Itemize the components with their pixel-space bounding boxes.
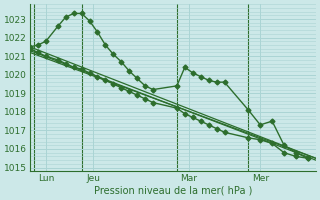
X-axis label: Pression niveau de la mer( hPa ): Pression niveau de la mer( hPa ) [94, 186, 252, 196]
